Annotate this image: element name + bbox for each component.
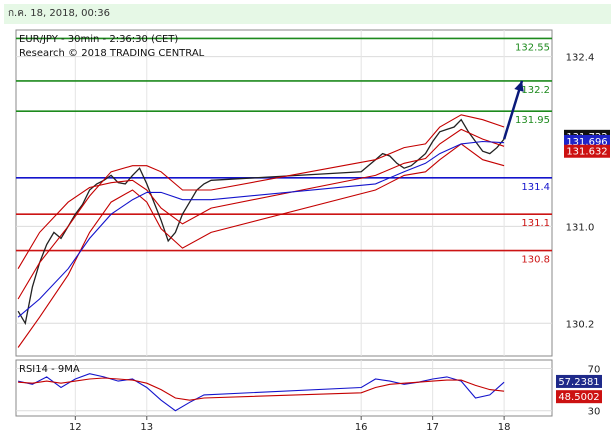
forecast-arrow-head — [514, 80, 524, 92]
x-tick-label: 12 — [69, 422, 82, 433]
forecast-arrow-shaft — [502, 80, 524, 140]
chart-marks — [16, 30, 552, 420]
x-tick-label: 18 — [498, 422, 511, 433]
rsi-tag-text: 48.5002 — [558, 392, 599, 403]
y-tick-label: 131.0 — [566, 222, 595, 233]
price-tag-ma: 131.696 — [564, 134, 610, 148]
rsi-panel — [15, 359, 553, 417]
price-tag-text: 131.632 — [566, 147, 607, 158]
level-label: 132.2 — [521, 85, 550, 96]
rsi-y-tick-label: 30 — [588, 407, 601, 418]
indicator-line — [17, 114, 505, 300]
level-label: 132.55 — [515, 42, 550, 53]
rsi-title: RSI14 - 9MA — [19, 364, 80, 375]
y-tick-label: 130.2 — [566, 319, 595, 330]
price-tag-pivot: 131.632 — [564, 144, 610, 158]
rsi-tag: 48.5002 — [556, 390, 602, 404]
rsi-tag: 57.2381 — [556, 374, 602, 388]
price-tag-text: 131.696 — [566, 137, 607, 148]
x-tick-label: 17 — [426, 422, 439, 433]
level-label: 130.8 — [521, 255, 550, 266]
indicator-line — [17, 143, 505, 348]
chart-subtitle: Research © 2018 TRADING CENTRAL — [19, 48, 205, 59]
chart-title: EUR/JPY - 30min - 2:36:30 (CET) — [19, 34, 178, 45]
indicator-line — [17, 140, 505, 318]
level-label: 131.4 — [521, 182, 550, 193]
rsi-tag-text: 57.2381 — [558, 377, 599, 388]
rsi-series-line — [18, 377, 505, 401]
rsi-tag-box — [556, 390, 602, 404]
rsi-series-line — [17, 373, 505, 412]
level-label: 131.95 — [515, 115, 550, 126]
rsi-tag-box — [556, 374, 602, 388]
price-tag-box — [564, 134, 610, 148]
x-tick-label: 13 — [140, 422, 153, 433]
date-header: ก.ค. 18, 2018, 00:36 — [4, 4, 611, 24]
x-tick-label: 16 — [355, 422, 368, 433]
rsi-y-tick-label: 70 — [588, 364, 601, 375]
indicator-line — [17, 128, 505, 269]
level-label: 131.1 — [521, 218, 550, 229]
price-tag-box — [564, 144, 610, 158]
price-series-line — [17, 118, 505, 326]
y-tick-label: 132.4 — [566, 53, 595, 64]
